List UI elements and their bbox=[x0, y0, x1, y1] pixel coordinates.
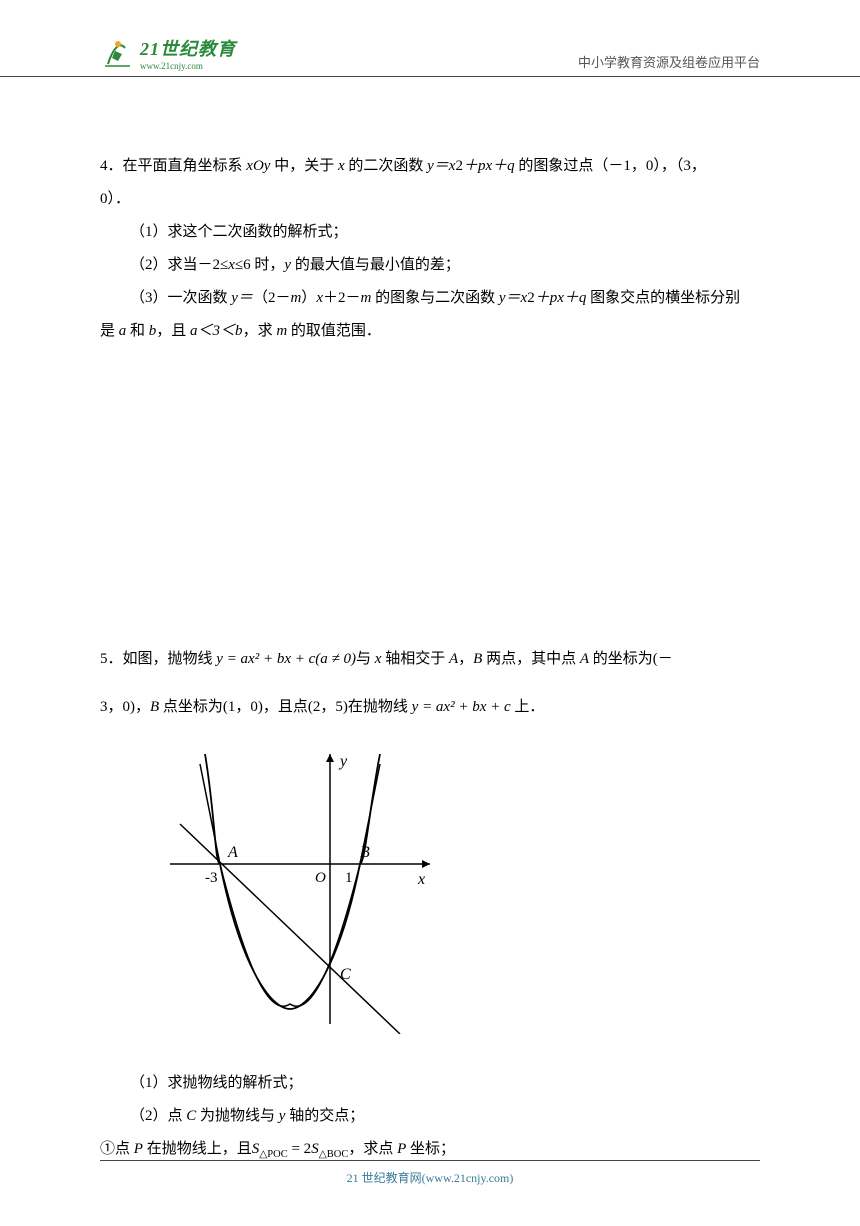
q4-sub3-l2a: 是 bbox=[100, 323, 119, 339]
q4-sub3-d: ＋2－ bbox=[323, 290, 361, 306]
q4-sub3-x: x bbox=[316, 290, 323, 306]
q5-sub3-eq: = 2 bbox=[288, 1141, 311, 1157]
q5-sub2-b: 为抛物线与 bbox=[196, 1108, 279, 1124]
q5-eq1: y = ax² + bx + c(a ≠ 0) bbox=[216, 651, 356, 667]
q4-sub2-c: 的最大值与最小值的差； bbox=[291, 257, 460, 273]
q4-sup: 2 bbox=[455, 158, 463, 174]
header-right-text: 中小学教育资源及组卷应用平台 bbox=[578, 52, 760, 71]
q5-sub3-tri2: △BOC bbox=[319, 1149, 349, 1160]
q5-number: 5． bbox=[100, 651, 123, 667]
logo-main-text: 21世纪教育 bbox=[140, 35, 236, 61]
q4-sub3-b: （2－ bbox=[253, 290, 291, 306]
q5-A2: A bbox=[580, 651, 589, 667]
q5-stem-c: 轴相交于 bbox=[381, 651, 449, 667]
q4-sub3-a: （3）一次函数 bbox=[130, 290, 231, 306]
q5-stem-b: 与 bbox=[356, 651, 375, 667]
q5-B: B bbox=[473, 651, 482, 667]
q5-sub2-C: C bbox=[186, 1108, 196, 1124]
q4-sub3-l2c: ，且 bbox=[156, 323, 190, 339]
q5-stem-d: ， bbox=[458, 651, 473, 667]
question-5: 5．如图，抛物线 y = ax² + bx + c(a ≠ 0)与 x 轴相交于… bbox=[100, 643, 760, 1166]
logo-text: 21世纪教育 www.21cnjy.com bbox=[140, 35, 236, 71]
q5-sub1: （1）求抛物线的解析式； bbox=[100, 1067, 760, 1100]
q4-sub3-eq3: ＋px＋q bbox=[535, 290, 587, 306]
origin-label: O bbox=[315, 870, 326, 886]
q5-stem-e: 两点，其中点 bbox=[482, 651, 580, 667]
q5-sub2-a: （2）点 bbox=[130, 1108, 186, 1124]
q4-eq2: ＋px＋q bbox=[463, 158, 515, 174]
q4-text3: 的二次函数 bbox=[345, 158, 428, 174]
q5-l2-b: 点坐标为(1，0)，且点(2，5)在抛物线 bbox=[159, 699, 411, 715]
q5-stem-line2: 3，0)，B 点坐标为(1，0)，且点(2，5)在抛物线 y = ax² + b… bbox=[100, 691, 760, 724]
x-axis-label: x bbox=[417, 871, 425, 888]
q4-sub1: （1）求这个二次函数的解析式； bbox=[100, 216, 760, 249]
q4-sub2-b: ≤6 时， bbox=[235, 257, 284, 273]
q4-number: 4． bbox=[100, 158, 123, 174]
page-content: 4．在平面直角坐标系 xOy 中，关于 x 的二次函数 y＝x2＋px＋q 的图… bbox=[100, 150, 760, 1226]
q4-x: x bbox=[338, 158, 345, 174]
one-label: 1 bbox=[345, 870, 353, 886]
q5-sub3-b: 在抛物线上，且 bbox=[143, 1141, 252, 1157]
q4-sub2-x: x bbox=[228, 257, 235, 273]
q4-sub3-f: 图象交点的横坐标分别 bbox=[586, 290, 740, 306]
q4-sub3-c: ） bbox=[301, 290, 316, 306]
q5-sub3-c: ，求点 bbox=[348, 1141, 397, 1157]
q4-sub3-cond: a＜3＜b bbox=[190, 323, 243, 339]
q5-l2-a: 3，0)， bbox=[100, 699, 150, 715]
logo-icon bbox=[100, 36, 135, 71]
q4-sub3-line1: （3）一次函数 y＝（2－m）x＋2－m 的图象与二次函数 y＝x2＋px＋q … bbox=[100, 282, 760, 315]
q5-sub3-tri1: △POC bbox=[259, 1149, 288, 1160]
q4-sub3-m2: m bbox=[361, 290, 372, 306]
q4-text1: 在平面直角坐标系 bbox=[123, 158, 247, 174]
q5-l2-B: B bbox=[150, 699, 159, 715]
page-header: 21世纪教育 www.21cnjy.com 中小学教育资源及组卷应用平台 bbox=[0, 35, 860, 77]
y-axis-label: y bbox=[338, 753, 348, 770]
point-A-label: A bbox=[227, 844, 238, 861]
parabola-graph-svg: y x A B C O -3 1 bbox=[160, 744, 440, 1034]
q4-sub3-eq1: y＝ bbox=[231, 290, 253, 306]
q4-sub3-m3: m bbox=[276, 323, 287, 339]
question-4: 4．在平面直角坐标系 xOy 中，关于 x 的二次函数 y＝x2＋px＋q 的图… bbox=[100, 150, 760, 348]
q5-sub3-P: P bbox=[134, 1141, 143, 1157]
q5-A: A bbox=[449, 651, 458, 667]
q4-sub3-e: 的图象与二次函数 bbox=[371, 290, 499, 306]
q4-sub3-l2b: 和 bbox=[126, 323, 149, 339]
q5-l2-c: 上． bbox=[511, 699, 545, 715]
q5-stem-a: 如图，抛物线 bbox=[123, 651, 217, 667]
q5-l2-eq: y = ax² + bx + c bbox=[412, 699, 511, 715]
logo-area: 21世纪教育 www.21cnjy.com bbox=[100, 35, 236, 71]
q4-sub3-l2e: 的取值范围． bbox=[287, 323, 381, 339]
point-B-label: B bbox=[360, 844, 370, 861]
q5-sub3-P2: P bbox=[397, 1141, 406, 1157]
q4-sub2-a: （2）求当－2≤ bbox=[130, 257, 228, 273]
neg3-label: -3 bbox=[205, 870, 218, 886]
q5-stem-line1: 5．如图，抛物线 y = ax² + bx + c(a ≠ 0)与 x 轴相交于… bbox=[100, 643, 760, 676]
spacer bbox=[100, 408, 760, 643]
q5-graph: y x A B C O -3 1 bbox=[160, 744, 760, 1047]
q4-sub3-sup: 2 bbox=[527, 290, 535, 306]
q5-sub3-d: 坐标； bbox=[406, 1141, 455, 1157]
page-footer: 21 世纪教育网(www.21cnjy.com) bbox=[100, 1160, 760, 1186]
q4-sub3-eq2: y＝x bbox=[499, 290, 527, 306]
point-C-label: C bbox=[340, 966, 351, 983]
q5-sub3-a: ①点 bbox=[100, 1141, 134, 1157]
q4-eq: y＝x bbox=[427, 158, 455, 174]
q4-stem-line2: 0）． bbox=[100, 183, 760, 216]
q4-sub3-l2d: ，求 bbox=[243, 323, 277, 339]
q4-xoy: xOy bbox=[246, 158, 270, 174]
q4-text4: 的图象过点（－1，0），（3， bbox=[515, 158, 706, 174]
logo-sub-text: www.21cnjy.com bbox=[140, 61, 236, 71]
q5-sub3-S2: S bbox=[311, 1141, 319, 1157]
q5-sub2: （2）点 C 为抛物线与 y 轴的交点； bbox=[100, 1100, 760, 1133]
q4-sub3-m1: m bbox=[290, 290, 301, 306]
q5-stem-f: 的坐标为(－ bbox=[589, 651, 673, 667]
q4-stem: 4．在平面直角坐标系 xOy 中，关于 x 的二次函数 y＝x2＋px＋q 的图… bbox=[100, 150, 760, 183]
q4-sub3-line2: 是 a 和 b，且 a＜3＜b，求 m 的取值范围． bbox=[100, 315, 760, 348]
q5-sub2-c: 轴的交点； bbox=[285, 1108, 364, 1124]
q4-sub2: （2）求当－2≤x≤6 时，y 的最大值与最小值的差； bbox=[100, 249, 760, 282]
q4-text2: 中，关于 bbox=[270, 158, 338, 174]
